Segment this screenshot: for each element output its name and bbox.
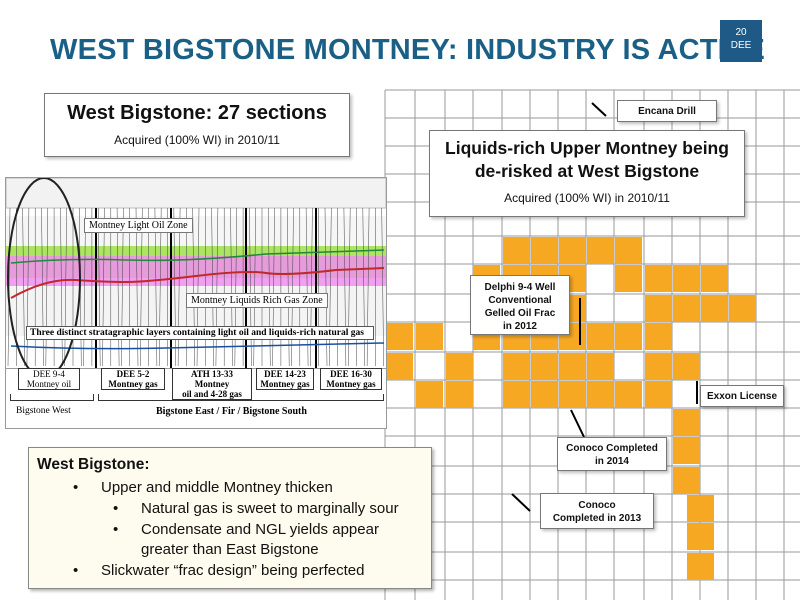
region-east-label: Bigstone East / Fir / Bigstone South xyxy=(156,406,307,417)
conoco-2013-callout: Conoco Completed in 2013 xyxy=(540,493,654,529)
page-badge: 20 DEE xyxy=(720,20,762,62)
bullet-item-continued: greater than East Bigstone xyxy=(141,541,319,558)
delphi-callout: Delphi 9-4 Well Conventional Gelled Oil … xyxy=(470,275,570,335)
well-label-dee-14-23: DEE 14-23 Montney gas xyxy=(256,368,314,390)
liquids-rich-box: Liquids-rich Upper Montney being de-risk… xyxy=(429,130,745,217)
west-bigstone-heading: West Bigstone: 27 sections xyxy=(67,102,327,124)
west-bigstone-subtext: Acquired (100% WI) in 2010/11 xyxy=(114,133,280,147)
east-bracket xyxy=(98,394,384,401)
bullet-item: • Upper and middle Montney thicken xyxy=(73,479,333,496)
region-west-label: Bigstone West xyxy=(16,406,71,416)
west-bigstone-box: West Bigstone: 27 sections Acquired (100… xyxy=(44,93,350,157)
bullet-item: • Natural gas is sweet to marginally sour xyxy=(113,500,399,517)
west-bigstone-bullets: West Bigstone: • Upper and middle Montney… xyxy=(28,447,432,589)
page-number: 20 xyxy=(735,27,747,38)
bullets-heading: West Bigstone: xyxy=(37,456,150,473)
bullet-item: • Condensate and NGL yields appear xyxy=(113,521,379,538)
west-bracket xyxy=(10,394,94,401)
well-label-dee-5-2: DEE 5-2 Montney gas xyxy=(101,368,165,390)
exxon-callout: Exxon License xyxy=(700,385,784,407)
conoco-2014-callout: Conoco Completed in 2014 xyxy=(557,437,667,471)
ticker-label: DEE xyxy=(730,40,752,51)
slide-title: WEST BIGSTONE MONTNEY: INDUSTRY IS ACTIV… xyxy=(50,34,765,66)
light-oil-zone-label: Montney Light Oil Zone xyxy=(84,218,193,233)
liquids-subtext: Acquired (100% WI) in 2010/11 xyxy=(504,191,670,205)
well-log-panel: Montney Light Oil Zone Montney Liquids R… xyxy=(5,177,387,429)
strat-banner: Three distinct stratagraphic layers cont… xyxy=(26,326,374,340)
well-label-dee-16-30: DEE 16-30 Montney gas xyxy=(320,368,382,390)
liquids-heading: Liquids-rich Upper Montney being de-risk… xyxy=(445,138,729,181)
pointer-lines xyxy=(511,102,698,512)
well-label-ath-13-33: ATH 13-33 Montney oil and 4-28 gas xyxy=(172,368,252,400)
bullet-item: • Slickwater “frac design” being perfecte… xyxy=(73,562,365,579)
liquids-gas-zone-label: Montney Liquids Rich Gas Zone xyxy=(186,293,328,308)
encana-callout: Encana Drill xyxy=(617,100,717,122)
well-label-dee-9-4: DEE 9-4 Montney oil xyxy=(18,368,80,390)
